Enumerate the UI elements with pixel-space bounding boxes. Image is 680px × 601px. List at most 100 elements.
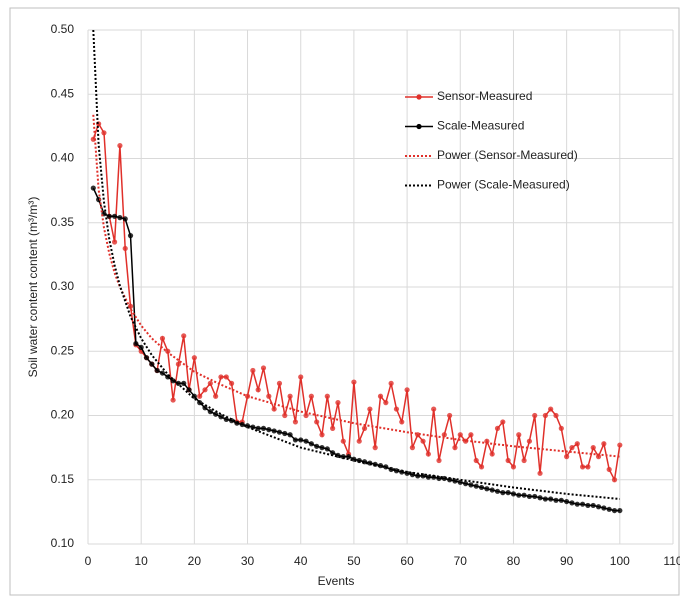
y-tick-label: 0.40 [51,151,75,165]
y-tick-label: 0.30 [51,279,75,293]
data-point [590,445,596,451]
x-tick-label: 80 [507,554,521,568]
x-tick-label: 50 [347,554,361,568]
data-point [330,425,336,431]
data-point [537,495,543,501]
data-point [314,419,320,425]
data-point [468,432,474,438]
data-point [574,441,580,447]
data-point [159,335,166,341]
data-point [500,490,506,496]
data-point [537,470,543,476]
data-point [138,344,144,350]
x-tick-label: 100 [610,554,630,568]
data-point [276,380,283,386]
data-point [611,477,618,483]
data-point [377,393,384,399]
data-point [149,361,155,367]
data-point [250,367,256,374]
legend-label: Power (Sensor-Measured) [437,148,578,162]
data-point [271,406,277,412]
data-point [170,397,176,403]
data-point [579,501,586,507]
data-point [101,130,107,136]
data-point [494,488,501,494]
data-point [292,437,299,443]
data-point [564,454,570,460]
data-point [553,497,559,503]
data-point [494,425,501,431]
data-point [510,464,517,470]
x-tick-label: 110 [663,554,680,568]
data-point [324,393,330,399]
data-point [595,454,602,460]
y-tick-label: 0.10 [51,536,75,550]
x-tick-label: 10 [135,554,149,568]
data-point [425,451,431,457]
y-tick-label: 0.20 [51,408,75,422]
data-point [218,414,224,420]
y-tick-label: 0.25 [51,343,75,357]
data-point [617,442,623,448]
x-tick-label: 90 [560,554,574,568]
data-point [452,445,458,451]
data-point [197,393,203,399]
data-point [266,427,272,433]
legend-marker [416,123,422,130]
data-point [181,333,187,339]
data-point [415,473,421,479]
data-point [431,406,437,412]
data-point [505,490,511,496]
data-point [585,464,591,470]
data-point [292,419,299,425]
data-point [590,502,596,509]
data-point [303,412,309,419]
data-point [308,393,314,399]
data-point [356,438,362,444]
data-point [372,445,378,451]
data-point [260,365,267,371]
data-point [213,393,219,399]
data-point [606,506,612,512]
legend-label: Sensor-Measured [437,89,532,103]
data-point [111,213,118,219]
data-point [298,374,304,380]
data-point [468,482,474,488]
data-point [127,233,134,239]
data-point [356,457,362,464]
data-point [117,215,123,221]
y-axis-label: Soil water content content (m³/m³) [26,197,40,378]
data-point [213,411,219,417]
data-point [447,477,453,483]
data-point [542,412,548,419]
data-point [96,197,102,203]
y-tick-label: 0.45 [51,86,75,100]
data-point [585,502,591,509]
data-point [521,457,527,464]
data-point [473,457,479,464]
y-tick-label: 0.50 [51,22,75,36]
data-point [617,507,623,514]
data-point [303,438,309,444]
data-point [287,432,293,438]
trend-line [92,30,620,500]
data-point [404,387,410,393]
data-point [489,451,495,457]
data-point [462,481,469,487]
data-point [228,380,235,386]
data-point [90,185,96,191]
data-point [207,380,213,386]
data-point [569,500,575,506]
data-point [441,432,447,438]
data-point [548,406,554,412]
data-point [532,493,538,500]
data-point [579,464,586,470]
data-point [473,483,479,489]
data-point [447,412,453,419]
data-point [335,400,341,406]
data-point [287,393,293,399]
data-point [234,420,240,426]
data-point [505,457,511,464]
data-point [159,370,166,376]
data-point [314,443,320,449]
